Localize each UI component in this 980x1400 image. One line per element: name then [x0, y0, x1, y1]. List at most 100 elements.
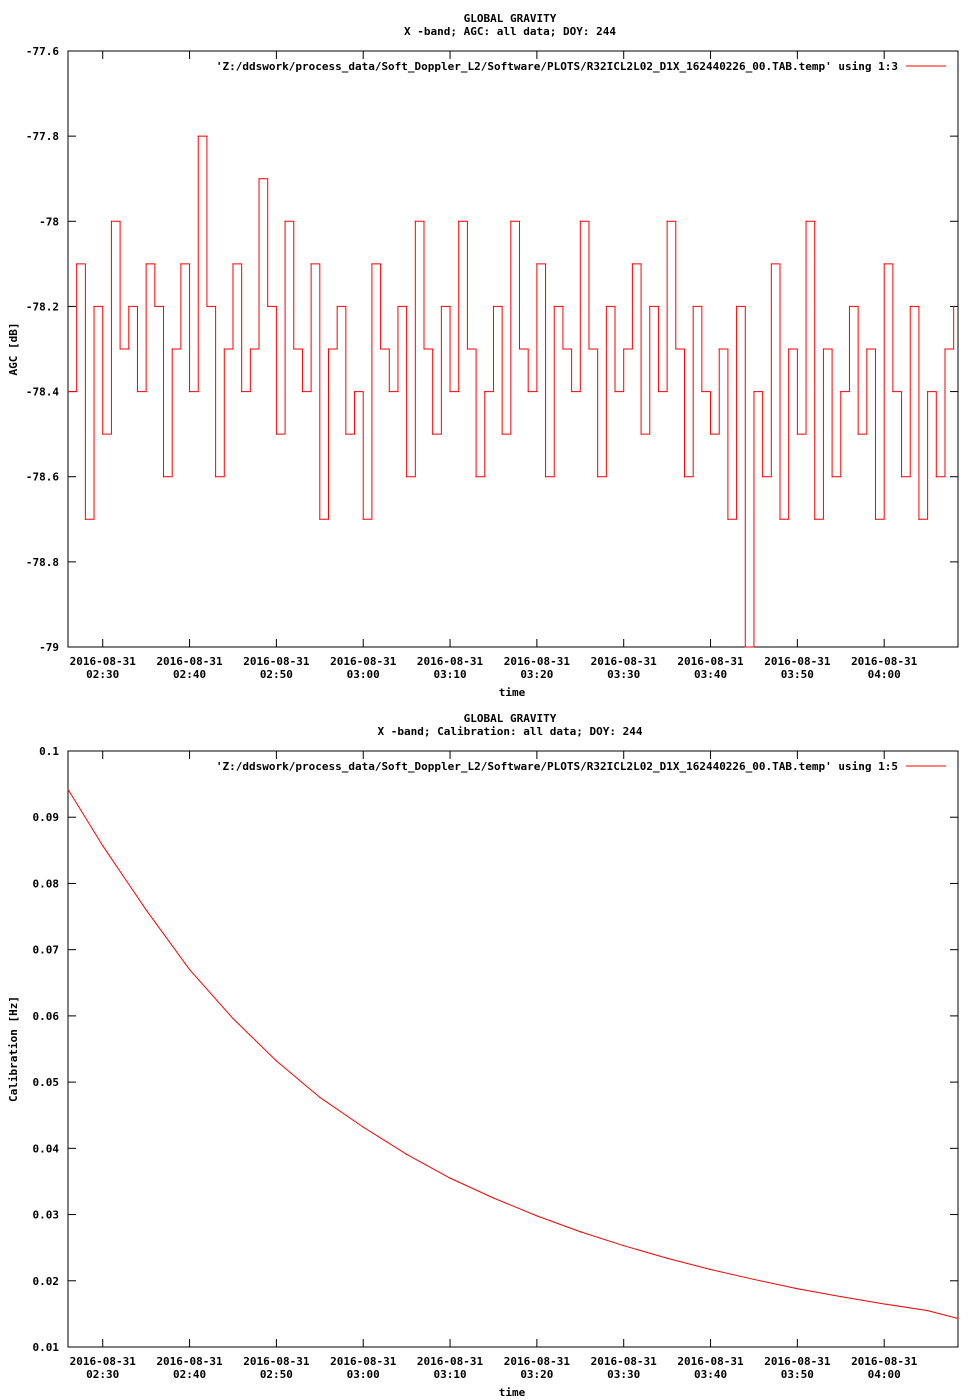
data-point	[110, 220, 113, 222]
data-point	[275, 433, 277, 435]
x-tick-time: 03:40	[694, 668, 727, 681]
data-point	[180, 263, 182, 265]
data-point	[423, 348, 425, 350]
x-tick-date: 2016-08-31	[243, 1355, 310, 1368]
data-point	[562, 348, 564, 350]
data-point	[162, 476, 165, 478]
x-tick-date: 2016-08-31	[70, 1355, 137, 1368]
data-point	[753, 390, 755, 393]
x-tick-time: 02:30	[86, 1368, 119, 1381]
data-point	[631, 263, 633, 265]
data-point	[362, 1126, 364, 1128]
y-tick-label: -77.6	[26, 45, 59, 58]
y-tick-label: -78.4	[26, 386, 59, 399]
data-point	[67, 788, 69, 791]
data-point	[848, 305, 851, 308]
data-point	[345, 433, 347, 435]
data-point	[432, 433, 434, 435]
data-point	[536, 263, 538, 265]
data-point	[814, 518, 816, 520]
data-point	[866, 348, 868, 350]
x-tick-time: 02:40	[173, 668, 206, 681]
data-point	[927, 1309, 929, 1312]
data-point	[935, 476, 937, 478]
data-point	[957, 1317, 959, 1320]
data-point	[171, 348, 173, 350]
data-point	[909, 305, 911, 308]
data-point	[944, 348, 946, 350]
data-point	[154, 305, 156, 308]
x-tick-time: 02:50	[260, 1368, 293, 1381]
data-point	[492, 305, 495, 308]
legend-label: 'Z:/ddswork/process_data/Soft_Doppler_L2…	[216, 60, 898, 73]
data-point	[840, 390, 842, 393]
data-point	[275, 1060, 277, 1062]
data-point	[67, 390, 69, 393]
data-point	[857, 433, 859, 435]
x-tick-time: 03:50	[781, 1368, 814, 1381]
data-point	[805, 220, 807, 222]
data-point	[718, 348, 720, 350]
data-point	[727, 518, 729, 520]
data-point	[796, 433, 798, 435]
data-point	[709, 1268, 712, 1271]
data-point	[215, 476, 217, 478]
data-point	[701, 390, 703, 393]
data-point	[301, 390, 304, 393]
chart-subtitle: X -band; AGC: all data; DOY: 244	[404, 25, 616, 38]
data-point	[796, 1288, 798, 1290]
data-point	[788, 348, 790, 350]
x-tick-date: 2016-08-31	[156, 1355, 223, 1368]
data-point	[536, 1215, 538, 1217]
x-tick-date: 2016-08-31	[156, 655, 223, 668]
data-point	[579, 1231, 581, 1233]
data-point	[440, 305, 442, 308]
x-axis-label: time	[499, 686, 526, 699]
x-tick-date: 2016-08-31	[70, 655, 137, 668]
data-point	[623, 1245, 625, 1247]
data-point	[241, 390, 243, 393]
data-point	[553, 305, 555, 308]
data-point	[293, 348, 295, 350]
x-tick-date: 2016-08-31	[677, 1355, 744, 1368]
y-tick-label: -78.6	[26, 471, 59, 484]
data-point	[510, 220, 512, 222]
y-tick-label: 0.09	[33, 811, 60, 824]
x-tick-date: 2016-08-31	[677, 655, 744, 668]
data-point	[379, 348, 382, 350]
data-point	[953, 305, 955, 308]
x-tick-time: 04:00	[868, 1368, 901, 1381]
data-point	[918, 518, 920, 520]
x-tick-time: 03:30	[607, 1368, 640, 1381]
x-tick-date: 2016-08-31	[504, 655, 571, 668]
y-axis-label: AGC [dB]	[7, 323, 20, 376]
data-point	[900, 476, 903, 478]
x-tick-date: 2016-08-31	[417, 655, 484, 668]
data-point	[397, 305, 399, 308]
data-point	[675, 348, 677, 350]
x-tick-date: 2016-08-31	[591, 655, 658, 668]
data-point	[779, 518, 781, 520]
x-tick-date: 2016-08-31	[330, 655, 397, 668]
data-point	[640, 433, 642, 435]
y-tick-label: -78	[39, 215, 59, 228]
data-point	[267, 305, 269, 308]
x-tick-time: 04:00	[868, 668, 901, 681]
data-point	[353, 390, 356, 393]
data-point	[76, 263, 78, 265]
series-line-1	[67, 789, 959, 1320]
data-point	[406, 1153, 408, 1155]
plot-frame	[67, 750, 959, 1348]
x-tick-date: 2016-08-31	[764, 1355, 831, 1368]
data-point	[136, 390, 139, 393]
data-point	[544, 476, 547, 478]
data-point	[840, 1296, 842, 1298]
data-point	[310, 263, 312, 265]
data-point	[883, 1303, 885, 1305]
y-tick-label: 0.1	[39, 745, 59, 758]
data-point	[762, 476, 764, 478]
data-point	[892, 390, 894, 393]
x-tick-date: 2016-08-31	[851, 655, 918, 668]
